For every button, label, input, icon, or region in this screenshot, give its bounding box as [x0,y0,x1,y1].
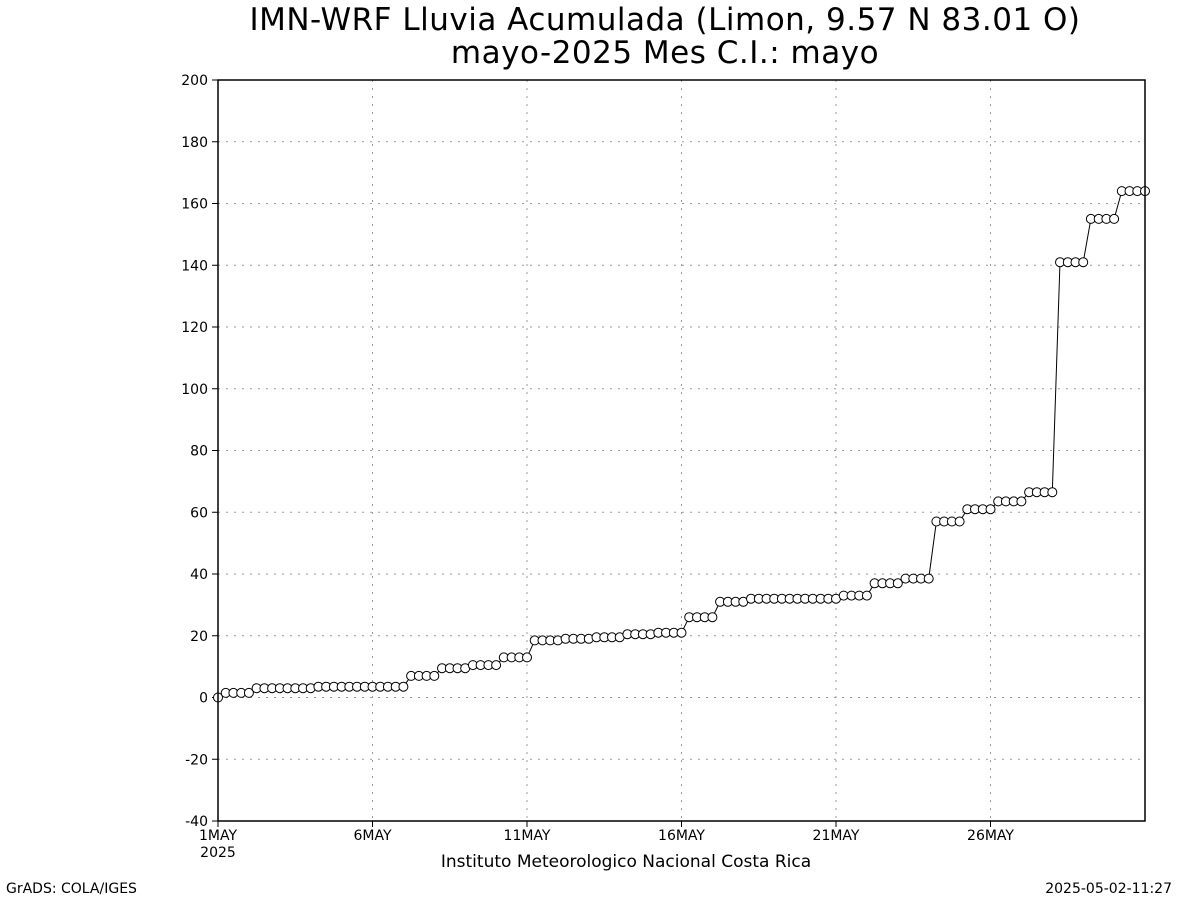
y-tick-label: 160 [181,197,208,213]
y-tick-label: 100 [181,382,208,398]
data-point-marker [429,670,440,681]
data-point-marker [522,652,532,663]
footer-timestamp: 2025-05-02-11:27 [1045,881,1172,897]
y-tick-label: 60 [190,505,208,521]
data-point-marker [954,516,965,527]
data-point-marker [243,687,254,698]
x-tick-label: 1MAY [199,828,237,844]
chart-subtitle: mayo-2025 Mes C.I.: mayo [450,35,880,71]
plot-frame [217,79,1146,822]
y-tick-label: 180 [181,135,208,151]
y-tick-label: -20 [185,752,208,768]
data-point-marker [1047,487,1058,498]
chart-title: IMN-WRF Lluvia Acumulada (Limon, 9.57 N … [249,2,1081,38]
y-tick-label: 40 [190,567,208,583]
axes: -40 -20 0 20 40 60 80 100 120 140 160 180 200 1MAY202… [181,73,1014,861]
data-point-marker [398,681,409,692]
y-tick-label: 0 [199,691,208,707]
x-tick-label: 11MAY [504,828,551,844]
series-accumulated-rain [213,186,1150,703]
data-point-marker [491,660,502,671]
y-tick-label: 200 [181,73,208,89]
x-tick-sublabel: 2025 [200,845,236,861]
y-tick-label: 120 [181,320,208,336]
data-point-marker [923,573,934,584]
data-point-marker [985,504,996,515]
y-tick-label: 80 [190,444,208,460]
footer-institution: Instituto Meteorologico Nacional Costa R… [440,852,812,872]
data-point-marker [676,627,687,638]
x-tick-label: 21MAY [813,828,860,844]
x-tick-label: 16MAY [658,828,705,844]
y-tick-label: 20 [190,629,208,645]
data-point-marker [1109,213,1120,224]
grid [218,80,1145,821]
y-tick-label: 140 [181,258,208,274]
data-point-marker [707,612,718,623]
series-line [217,190,1145,698]
x-tick-label: 26MAY [967,828,1014,844]
data-point-marker [1016,496,1027,507]
x-tick-label: 6MAY [353,828,391,844]
y-tick-label: -40 [185,814,208,830]
footer-grads-credit: GrADS: COLA/IGES [6,881,137,897]
data-point-marker [1078,257,1089,268]
data-point-marker [861,590,872,601]
data-point-marker [892,578,903,589]
